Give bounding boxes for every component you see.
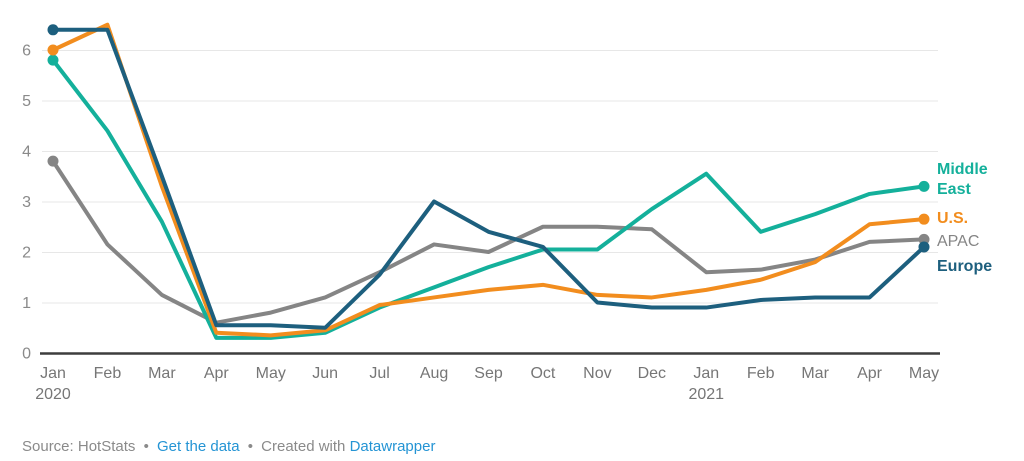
svg-text:Jun: Jun — [312, 365, 338, 382]
svg-text:Nov: Nov — [583, 365, 611, 382]
svg-text:2: 2 — [22, 245, 31, 262]
svg-text:Dec: Dec — [638, 365, 666, 382]
datawrapper-link[interactable]: Datawrapper — [349, 438, 436, 455]
series-europe — [47, 24, 930, 330]
series-u-s- — [47, 22, 930, 338]
get-the-data-link[interactable]: Get the data — [157, 438, 240, 455]
svg-text:Apr: Apr — [204, 365, 230, 382]
data-point-dot — [47, 54, 59, 66]
line-chart: 0 1 2 3 4 5 6 Jan 2020 Feb Mar Apr May Jun Jul Aug Sep Oc… — [22, 22, 940, 403]
svg-text:Aug: Aug — [420, 365, 448, 382]
data-point-dot — [47, 24, 59, 36]
x-axis-labels: Jan 2020 Feb Mar Apr May Jun Jul Aug Sep Oct Nov Dec… — [35, 365, 939, 403]
svg-text:Jul: Jul — [369, 365, 389, 382]
svg-text:Jan: Jan — [693, 365, 719, 382]
separator-dot: • — [143, 438, 149, 455]
svg-text:5: 5 — [22, 93, 31, 110]
svg-text:Feb: Feb — [747, 365, 775, 382]
data-point-dot — [47, 155, 59, 167]
svg-text:0: 0 — [22, 346, 31, 363]
data-point-dot — [918, 213, 930, 225]
svg-text:Mar: Mar — [148, 365, 176, 382]
svg-text:May: May — [256, 365, 286, 382]
attribution-footer: Source: HotStats • Get the data • Create… — [22, 438, 435, 455]
svg-text:Oct: Oct — [530, 365, 555, 382]
svg-text:May: May — [909, 365, 939, 382]
svg-text:6: 6 — [22, 43, 31, 60]
svg-text:Feb: Feb — [94, 365, 122, 382]
svg-text:Sep: Sep — [474, 365, 503, 382]
data-point-dot — [918, 241, 930, 253]
series-middle-east — [47, 54, 930, 340]
svg-text:2020: 2020 — [35, 386, 71, 403]
svg-text:1: 1 — [22, 295, 31, 312]
created-with-text: Created with — [261, 438, 346, 455]
separator-dot: • — [247, 438, 253, 455]
series-apac — [47, 155, 930, 325]
svg-text:Apr: Apr — [857, 365, 883, 382]
source-text: Source: HotStats — [22, 438, 136, 455]
data-point-dot — [918, 233, 930, 245]
data-point-dot — [918, 180, 930, 192]
y-axis-labels: 0 1 2 3 4 5 6 — [22, 43, 31, 363]
data-point-dot — [47, 44, 59, 56]
svg-text:2021: 2021 — [688, 386, 724, 403]
svg-text:4: 4 — [22, 144, 31, 161]
svg-text:Mar: Mar — [801, 365, 829, 382]
svg-text:3: 3 — [22, 194, 31, 211]
svg-text:Jan: Jan — [40, 365, 66, 382]
